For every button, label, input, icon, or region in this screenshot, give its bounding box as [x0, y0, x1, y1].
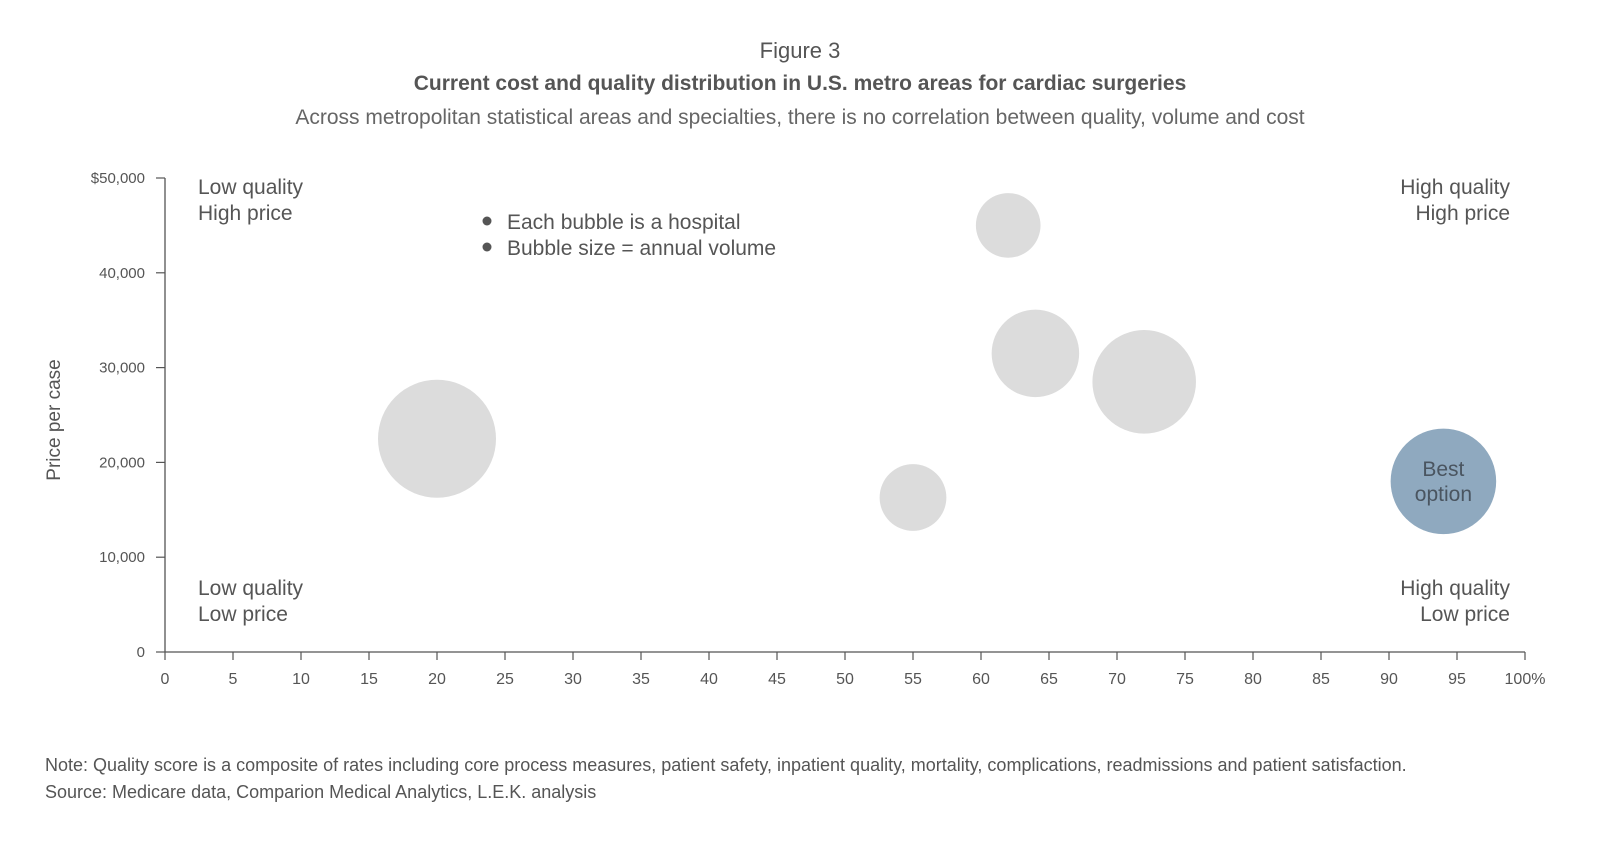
x-tick-label: 100%	[1505, 671, 1546, 688]
x-tick-label: 45	[768, 671, 786, 688]
x-tick-label: 85	[1312, 671, 1330, 688]
bubble-4	[991, 309, 1080, 398]
x-tick-label: 5	[229, 671, 238, 688]
x-tick-label: 80	[1244, 671, 1262, 688]
chart-footer: Note: Quality score is a composite of ra…	[45, 752, 1407, 806]
footnote: Note: Quality score is a composite of ra…	[45, 755, 1407, 775]
x-tick-label: 65	[1040, 671, 1058, 688]
chart-title: Current cost and quality distribution in…	[413, 72, 1187, 95]
legend-bullet	[482, 242, 492, 252]
x-tick-label: 50	[836, 671, 854, 688]
bubble-2	[879, 464, 947, 531]
bubble-label: Best	[1422, 458, 1464, 481]
quadrant-label-top-left: Low quality	[198, 176, 304, 199]
bubble-5	[1092, 330, 1196, 434]
x-tick-label: 35	[632, 671, 650, 688]
quadrant-label-top-right: High price	[1415, 202, 1510, 225]
bubble-chart: 0 10,000 20,000 30,000 40,000 $50,000 0 5 10 15 20…	[44, 170, 1546, 688]
chart-header: Figure 3 Current cost and quality distri…	[0, 36, 1600, 134]
x-tick-label: 60	[972, 671, 990, 688]
legend-note: Bubble size = annual volume	[507, 237, 776, 260]
y-tick-label: 0	[137, 644, 145, 661]
quadrant-label-bottom-left: Low quality	[198, 577, 304, 600]
bubble-6	[1390, 428, 1497, 535]
x-tick-label: 20	[428, 671, 446, 688]
x-tick-label: 90	[1380, 671, 1398, 688]
source-note: Source: Medicare data, Comparion Medical…	[45, 782, 597, 802]
y-tick-label: 10,000	[99, 549, 145, 566]
quadrant-label-bottom-right: High quality	[1400, 577, 1510, 600]
chart-subtitle: Across metropolitan statistical areas an…	[295, 106, 1305, 129]
y-tick-label: 40,000	[99, 265, 145, 282]
bubble-1	[378, 379, 496, 498]
quadrant-label-bottom-left: Low price	[198, 603, 288, 626]
quadrant-label-top-left: High price	[198, 202, 293, 225]
x-tick-label: 0	[161, 671, 170, 688]
legend-note: Each bubble is a hospital	[507, 211, 741, 234]
quadrant-label-top-right: High quality	[1400, 176, 1510, 199]
x-tick-label: 15	[360, 671, 378, 688]
x-tick-label: 75	[1176, 671, 1194, 688]
y-axis-label: Price per case	[44, 359, 65, 480]
bubble-label: option	[1415, 483, 1472, 506]
bubble-3	[975, 193, 1041, 258]
x-tick-label: 10	[292, 671, 310, 688]
x-tick-label: 25	[496, 671, 514, 688]
x-tick-label: 70	[1108, 671, 1126, 688]
legend-bullet	[482, 216, 492, 226]
x-tick-label: 30	[564, 671, 582, 688]
y-tick-label: $50,000	[91, 170, 145, 187]
x-tick-label: 40	[700, 671, 718, 688]
figure-label: Figure 3	[759, 38, 841, 63]
x-tick-label: 55	[904, 671, 922, 688]
y-tick-label: 20,000	[99, 454, 145, 471]
y-tick-label: 30,000	[99, 360, 145, 377]
quadrant-label-bottom-right: Low price	[1420, 603, 1510, 626]
x-tick-label: 95	[1448, 671, 1466, 688]
